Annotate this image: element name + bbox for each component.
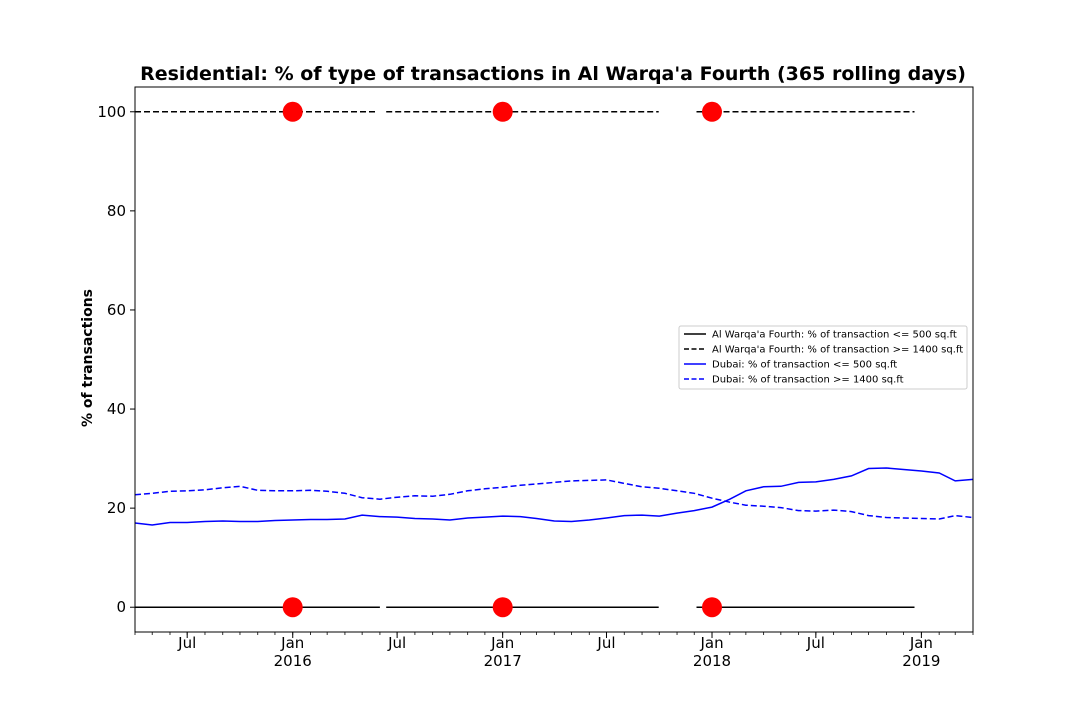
- x-tick-label-3: Jan: [490, 634, 514, 652]
- legend-label-0: Al Warqa'a Fourth: % of transaction <= 5…: [712, 330, 957, 341]
- marker-point-3: [282, 101, 303, 122]
- x-tick-label-0: Jul: [177, 634, 196, 652]
- marker-point-4: [492, 101, 513, 122]
- plot-lines: [134, 111, 974, 608]
- x-tick-label-5: Jan: [699, 634, 723, 652]
- chart-title: Residential: % of type of transactions i…: [140, 63, 966, 85]
- y-tick-label-3: 60: [107, 301, 126, 319]
- legend-label-2: Dubai: % of transaction <= 500 sq.ft: [712, 360, 897, 371]
- legend-box: [678, 325, 968, 390]
- x-tick-label-7: Jan: [909, 634, 933, 652]
- y-axis-label: % of transactions: [80, 289, 96, 427]
- legend-label-3: Dubai: % of transaction >= 1400 sq.ft: [712, 375, 904, 386]
- y-axis: 0 20 40 60 80 100: [97, 103, 135, 616]
- y-tick-label-5: 100: [97, 103, 126, 121]
- x-tick-label-2: Jul: [387, 634, 406, 652]
- x-tick-year-3: 2017: [484, 652, 522, 670]
- marker-point-5: [702, 101, 722, 122]
- marker-point-1: [492, 597, 513, 618]
- series-line-3-segment-0: [134, 479, 974, 520]
- x-tick-year-1: 2016: [274, 652, 312, 670]
- marker-point-0: [282, 597, 303, 618]
- y-tick-label-1: 20: [107, 499, 126, 517]
- x-tick-label-1: Jan: [280, 634, 304, 652]
- x-tick-year-7: 2019: [902, 652, 940, 670]
- x-tick-year-5: 2018: [693, 652, 731, 670]
- y-tick-label-4: 80: [107, 202, 126, 220]
- y-tick-label-2: 40: [107, 400, 126, 418]
- x-tick-label-4: Jul: [596, 634, 615, 652]
- plot-markers: [282, 101, 722, 618]
- legend-label-1: Al Warqa'a Fourth: % of transaction >= 1…: [712, 345, 963, 356]
- legend: Al Warqa'a Fourth: % of transaction <= 5…: [678, 325, 968, 390]
- marker-point-2: [702, 597, 722, 618]
- x-tick-label-6: Jul: [806, 634, 825, 652]
- series-line-2-segment-0: [134, 467, 974, 526]
- y-tick-label-0: 0: [116, 598, 126, 616]
